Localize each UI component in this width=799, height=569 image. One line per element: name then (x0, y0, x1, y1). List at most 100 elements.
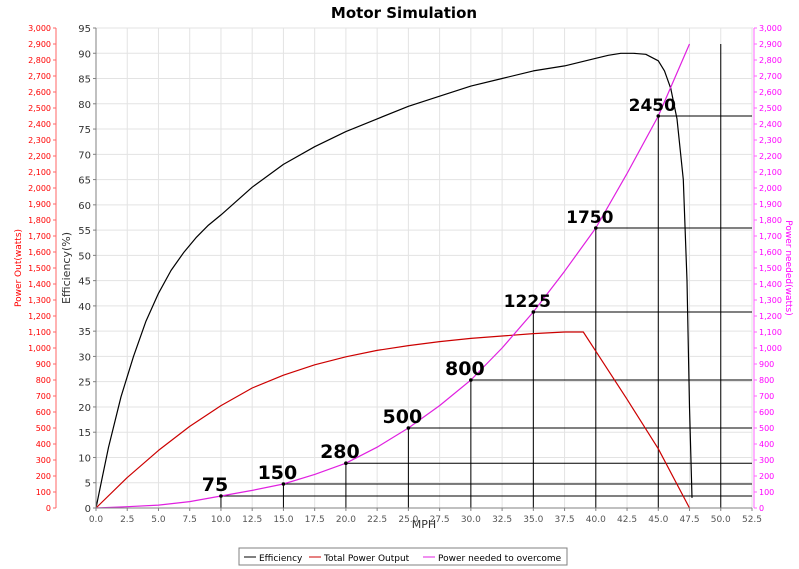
power-out-tick-label: 2,200 (28, 152, 51, 161)
x-tick-label: 10.0 (211, 515, 231, 525)
annotation-points (219, 114, 661, 498)
power-needed-tick-label: 1,200 (759, 312, 782, 321)
power-needed-tick-label: 2,000 (759, 184, 782, 193)
x-tick-label: 45.0 (648, 515, 668, 525)
annotation-point (531, 310, 536, 314)
annotation-label: 280 (320, 441, 360, 463)
power-needed-tick-label: 0 (759, 504, 764, 513)
power-needed-tick-label: 1,500 (759, 264, 782, 273)
power-out-tick-label: 1,700 (28, 232, 51, 241)
efficiency-axis-label: Efficiency(%) (60, 232, 73, 304)
efficiency-tick-label: 30 (78, 352, 91, 363)
power-out-tick-label: 600 (36, 408, 51, 417)
power-out-tick-label: 2,500 (28, 104, 51, 113)
efficiency-tick-label: 25 (78, 378, 91, 389)
power-needed-tick-label: 2,700 (759, 72, 782, 81)
x-tick-label: 15.0 (273, 515, 293, 525)
x-tick-label: 42.5 (617, 515, 637, 525)
x-axis-label: MPH (412, 518, 436, 531)
power-needed-tick-label: 1,300 (759, 296, 782, 305)
annotation-label: 150 (258, 462, 298, 484)
annotation-point (219, 494, 223, 498)
efficiency-tick-label: 20 (78, 403, 91, 414)
power-needed-tick-label: 2,400 (759, 120, 782, 129)
power-needed-tick-label: 200 (759, 472, 774, 481)
power-out-tick-label: 1,400 (28, 280, 51, 289)
power-needed-tick-label: 2,800 (759, 56, 782, 65)
power-needed-tick-label: 500 (759, 424, 774, 433)
power-needed-tick-label: 1,000 (759, 344, 782, 353)
power-out-tick-label: 400 (36, 440, 51, 449)
power-out-tick-label: 0 (46, 504, 51, 513)
efficiency-tick-label: 45 (78, 277, 91, 288)
efficiency-tick-label: 85 (78, 75, 91, 86)
power-out-tick-label: 1,800 (28, 216, 51, 225)
annotation-label: 500 (383, 406, 423, 428)
annotation-point (406, 426, 411, 430)
total-power-output-line (95, 331, 691, 509)
x-tick-label: 30.0 (461, 515, 481, 525)
power-needed-tick-label: 1,700 (759, 232, 782, 241)
power-out-tick-label: 2,100 (28, 168, 51, 177)
power-out-tick-label: 1,500 (28, 264, 51, 273)
series-group (95, 43, 693, 509)
efficiency-tick-label: 40 (78, 302, 91, 313)
power-needed-tick-label: 100 (759, 488, 774, 497)
legend-efficiency-label: Efficiency (259, 554, 303, 564)
efficiency-tick-label: 35 (78, 327, 91, 338)
annotation-label: 1225 (504, 292, 551, 312)
power-out-tick-label: 100 (36, 488, 51, 497)
annotation-label: 75 (202, 474, 228, 496)
power-out-tick-label: 300 (36, 456, 51, 465)
annotation-point (656, 114, 661, 118)
annotation-label: 1750 (566, 208, 613, 228)
annotation-label: 800 (445, 358, 485, 380)
power-out-tick-label: 1,300 (28, 296, 51, 305)
power-needed-tick-label: 1,900 (759, 200, 782, 209)
power-needed-tick-label: 1,800 (759, 216, 782, 225)
efficiency-tick-label: 95 (78, 24, 91, 35)
x-tick-label: 12.5 (242, 515, 262, 525)
power-out-tick-label: 1,600 (28, 248, 51, 257)
power-needed-tick-label: 1,600 (759, 248, 782, 257)
annotation-point (281, 482, 286, 486)
legend-total-power-output-label: Total Power Output (323, 554, 410, 564)
efficiency-tick-label: 10 (78, 453, 91, 464)
x-axis-ticks: 0.0 2.5 5.0 7.5 10.0 12.5 15.0 17.5 20.0 22.5 25.0… (89, 508, 762, 525)
x-tick-label: 37.5 (555, 515, 575, 525)
power-out-tick-label: 1,200 (28, 312, 51, 321)
power-needed-tick-label: 2,100 (759, 168, 782, 177)
efficiency-tick-label: 90 (78, 49, 91, 60)
x-tick-label: 25.0 (398, 515, 418, 525)
efficiency-tick-label: 15 (78, 428, 91, 439)
power-needed-tick-label: 2,500 (759, 104, 782, 113)
power-out-tick-label: 1,000 (28, 344, 51, 353)
x-tick-label: 0.0 (89, 515, 104, 525)
power-needed-tick-label: 800 (759, 376, 774, 385)
power-needed-tick-label: 300 (759, 456, 774, 465)
power-needed-tick-label: 700 (759, 392, 774, 401)
annotation-labels: 75 150 280 500 800 1225 1750 2450 (202, 96, 676, 496)
x-tick-label: 50.0 (711, 515, 731, 525)
efficiency-tick-label: 0 (85, 504, 91, 515)
x-tick-label: 32.5 (492, 515, 512, 525)
x-tick-label: 2.5 (120, 515, 134, 525)
power-out-tick-label: 2,300 (28, 136, 51, 145)
x-tick-label: 27.5 (430, 515, 450, 525)
power-needed-tick-label: 2,600 (759, 88, 782, 97)
power-out-tick-label: 1,100 (28, 328, 51, 337)
efficiency-line (95, 52, 693, 509)
legend: Efficiency Total Power Output Power need… (238, 547, 568, 566)
power-out-axis-ticks: 0 100 200 300 400 500 600 700 800 900 1,000 1,100 1,… (28, 24, 56, 513)
x-tick-label: 5.0 (151, 515, 166, 525)
legend-box (238, 547, 568, 566)
x-tick-label: 40.0 (586, 515, 606, 525)
power-needed-tick-label: 2,900 (759, 40, 782, 49)
power-out-tick-label: 2,600 (28, 88, 51, 97)
grid (95, 27, 753, 509)
power-needed-tick-label: 900 (759, 360, 774, 369)
annotation-point (469, 378, 473, 382)
power-out-tick-label: 2,000 (28, 184, 51, 193)
efficiency-tick-label: 5 (85, 479, 91, 490)
